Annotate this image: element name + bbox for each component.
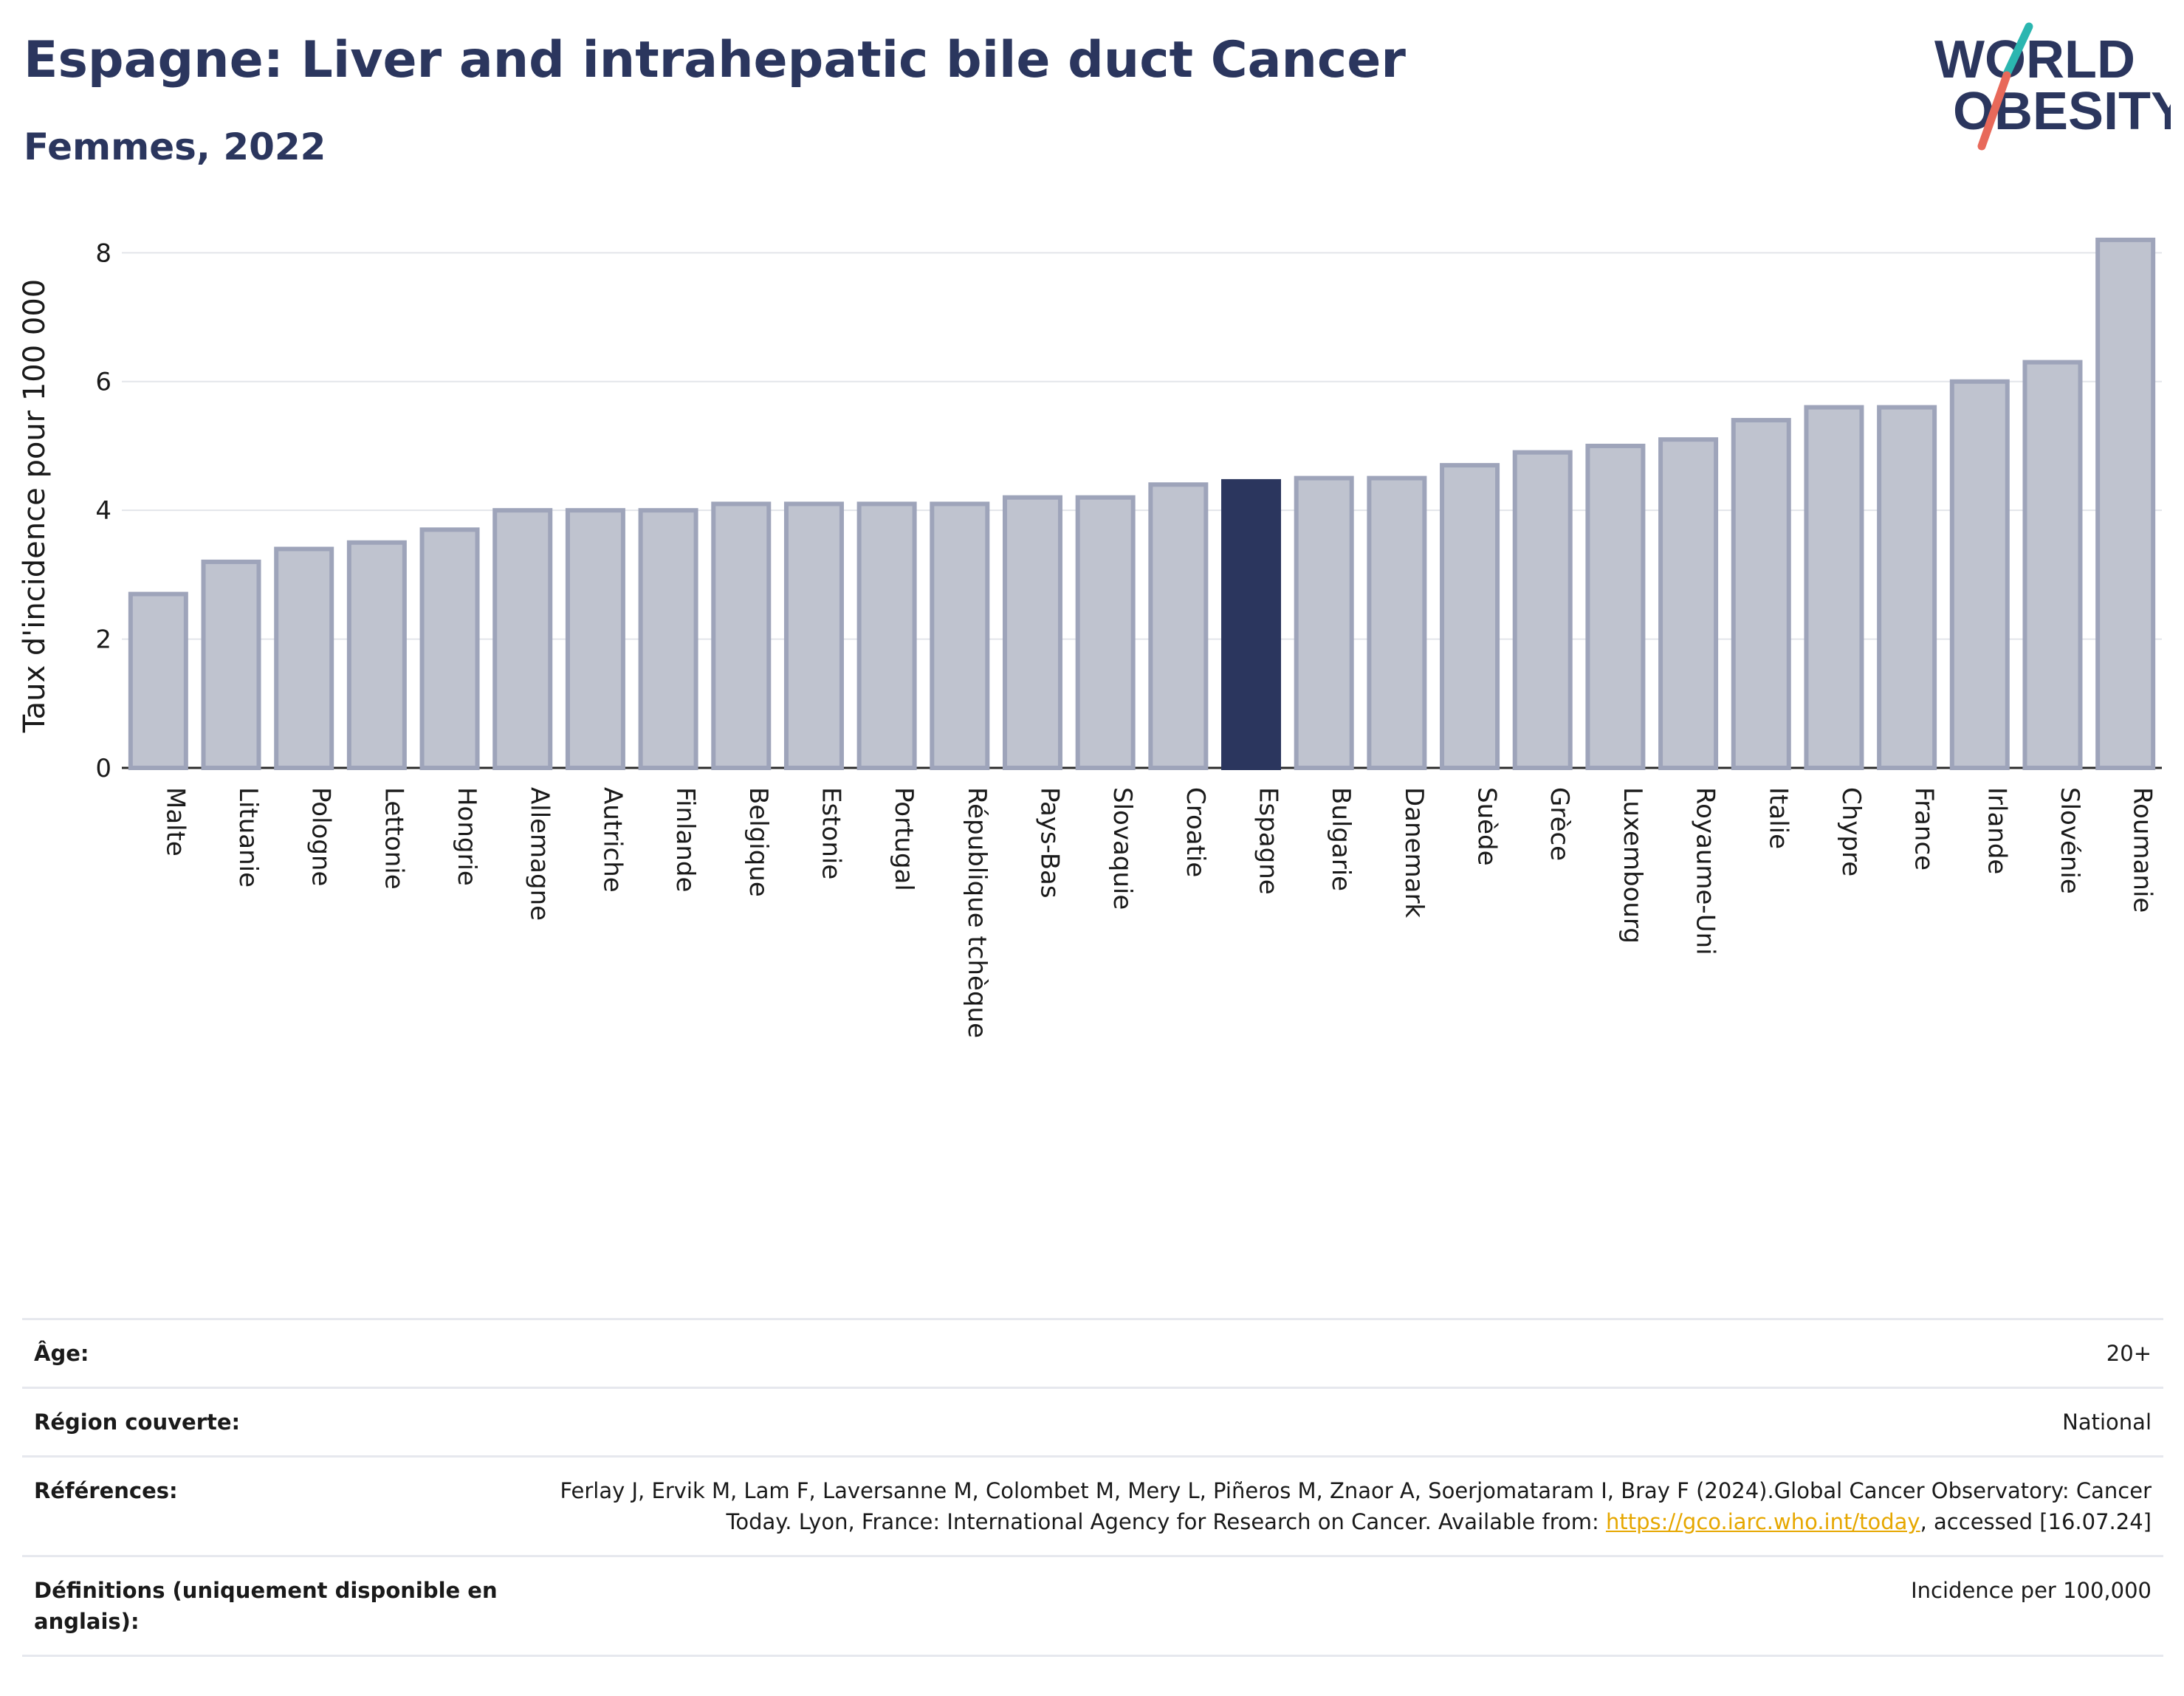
bar-chypre[interactable] [1804, 405, 1864, 770]
y-tick-label: 8 [95, 238, 111, 268]
x-tick-label: Hongrie [452, 787, 481, 886]
bar-espagne[interactable] [1221, 478, 1282, 770]
bar-italie[interactable] [1731, 418, 1791, 770]
bar-royaume-uni[interactable] [1658, 437, 1719, 770]
y-tick-label: 2 [95, 625, 111, 655]
x-tick-label: Estonie [816, 787, 845, 879]
x-tick-label: Italie [1763, 787, 1793, 849]
x-tick-label: Grèce [1545, 787, 1574, 861]
bar-allemagne[interactable] [492, 508, 553, 770]
age-label: Âge: [22, 1317, 518, 1388]
bar-autriche[interactable] [565, 508, 625, 770]
definitions-value: Incidence per 100,000 [518, 1555, 2163, 1658]
x-tick-label: Portugal [889, 787, 918, 891]
x-tick-label: Suède [1472, 787, 1502, 866]
bar-croatie[interactable] [1148, 482, 1209, 770]
y-axis-label: Taux d'incidence pour 100 000 [18, 279, 52, 733]
bar-grèce[interactable] [1512, 450, 1573, 770]
bar-estonie[interactable] [783, 501, 844, 770]
bar-irlande[interactable] [1949, 379, 2010, 770]
x-tick-label: Royaume-Uni [1691, 787, 1720, 955]
info-table: Âge: 20+ Région couverte: National Référ… [22, 1317, 2163, 1658]
x-tick-label: Pays-Bas [1034, 787, 1064, 899]
bar-belgique[interactable] [711, 501, 772, 770]
x-tick-label: Croatie [1181, 787, 1210, 877]
bar-chart: 0 2 4 6 8 Malte Lituanie Pologne Lettonie Hongri… [18, 237, 2162, 1038]
references-link[interactable]: https://gco.iarc.who.int/today [1605, 1509, 1920, 1535]
bar-portugal[interactable] [856, 501, 917, 770]
x-tick-label: Bulgarie [1326, 787, 1356, 891]
x-tick-label: Allemagne [525, 787, 554, 921]
logo-slash-red [1977, 71, 2011, 151]
definitions-label: Définitions (uniquement disponible en an… [22, 1555, 518, 1658]
x-tick-label: Espagne [1254, 787, 1283, 895]
bar-bulgarie[interactable] [1294, 476, 1354, 770]
x-tick-label: Lettonie [379, 787, 408, 890]
age-value: 20+ [518, 1317, 2163, 1388]
definitions-row: Définitions (uniquement disponible en an… [22, 1555, 2163, 1658]
x-tick-label: Malte [160, 787, 190, 856]
bar-finlande[interactable] [638, 508, 698, 770]
bar-hongrie[interactable] [419, 527, 480, 770]
x-tick-label: Slovaquie [1108, 787, 1137, 910]
x-tick-label: Roumanie [2128, 787, 2157, 913]
bar-lettonie[interactable] [346, 540, 407, 770]
references-text: Ferlay J, Ervik M, Lam F, Laversanne M, … [560, 1478, 2152, 1535]
y-tick-label: 0 [95, 754, 111, 783]
x-tick-label: Chypre [1836, 787, 1866, 876]
bar-lituanie[interactable] [201, 559, 261, 770]
bar-france[interactable] [1877, 405, 1937, 770]
region-value: National [518, 1387, 2163, 1457]
chart-subtitle: Femmes, 2022 [24, 126, 326, 168]
x-tick-label: Luxembourg [1618, 787, 1647, 944]
bar-slovénie[interactable] [2022, 360, 2083, 770]
bar-pays-bas[interactable] [1002, 495, 1062, 770]
bar-république-tchèque[interactable] [930, 501, 990, 770]
bar-malte[interactable] [128, 591, 188, 771]
references-accessed: , accessed [16.07.24] [1920, 1509, 2152, 1535]
x-tick-label: Slovénie [2055, 787, 2084, 894]
x-tick-label: Belgique [744, 787, 773, 897]
x-tick-label: Finlande [670, 787, 700, 892]
bar-luxembourg[interactable] [1585, 443, 1646, 770]
bar-suède[interactable] [1440, 463, 1500, 770]
x-tick-labels: Malte Lituanie Pologne Lettonie Hongrie Allem… [160, 787, 2157, 1038]
y-tick-label: 4 [95, 496, 111, 526]
logo-line1: WORLD [1934, 30, 2135, 89]
bar-pologne[interactable] [274, 546, 334, 770]
x-tick-label: Lituanie [233, 787, 263, 888]
y-tick-label: 6 [95, 368, 111, 397]
bar-roumanie[interactable] [2095, 237, 2156, 770]
x-tick-label: Pologne [306, 787, 336, 886]
chart-title: Espagne: Liver and intrahepatic bile duc… [24, 31, 1406, 89]
references-label: Références: [22, 1455, 518, 1556]
x-tick-label: France [1909, 787, 1939, 871]
bar-slovaquie[interactable] [1075, 495, 1136, 770]
references-value: Ferlay J, Ervik M, Lam F, Laversanne M, … [518, 1455, 2163, 1556]
bars [128, 237, 2156, 771]
x-tick-label: Danemark [1399, 787, 1429, 918]
x-tick-label: Autriche [597, 787, 627, 893]
logo-slash-teal [2002, 22, 2033, 78]
y-tick-labels: 0 2 4 6 8 [95, 238, 111, 783]
world-obesity-logo: WORLD OBESITY [1934, 22, 2171, 151]
bar-danemark[interactable] [1367, 476, 1427, 770]
region-label: Région couverte: [22, 1387, 518, 1457]
x-tick-label: Irlande [1982, 787, 2011, 874]
x-tick-label: République tchèque [962, 787, 992, 1038]
references-row: Références: Ferlay J, Ervik M, Lam F, La… [22, 1455, 2163, 1556]
age-row: Âge: 20+ [22, 1317, 2163, 1388]
region-row: Région couverte: National [22, 1387, 2163, 1457]
